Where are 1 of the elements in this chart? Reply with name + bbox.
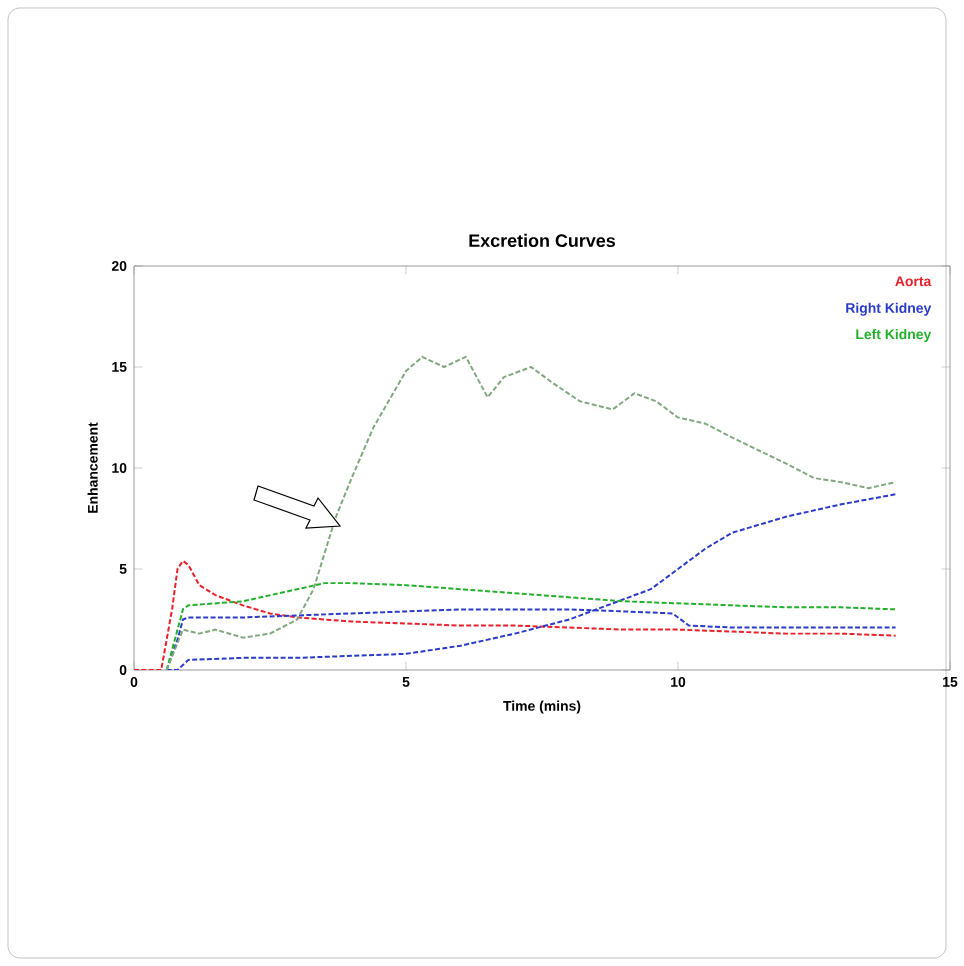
chart-title: Excretion Curves [469,233,615,247]
